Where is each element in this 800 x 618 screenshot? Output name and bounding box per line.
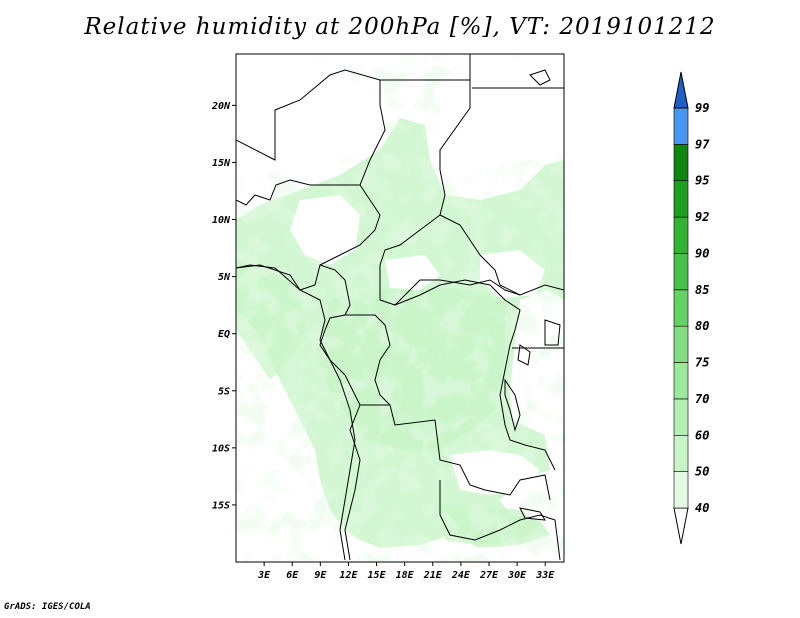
colorbar-segment (673, 216, 689, 254)
lat-label: EQ (218, 329, 230, 340)
lat-label: 10N (212, 215, 231, 226)
colorbar-label: 92 (695, 210, 709, 224)
colorbar-label: 70 (695, 392, 709, 406)
colorbar-segment (673, 144, 689, 182)
colorbar-label: 85 (695, 283, 709, 297)
colorbar-segment (673, 325, 689, 363)
dry-area-central (385, 255, 440, 290)
lon-label: 9E (314, 570, 327, 581)
lat-label: 5N (218, 272, 231, 283)
colorbar-segment (673, 362, 689, 400)
lat-label: 5S (218, 386, 230, 397)
humidity-shading (236, 54, 564, 562)
border-line (394, 279, 556, 471)
map-frame (235, 53, 565, 563)
lon-label: 3E (257, 570, 271, 581)
dry-area-north (290, 195, 360, 265)
colorbar-label: 75 (695, 356, 709, 370)
lake-shore (517, 344, 531, 366)
lat-label: 15N (212, 158, 231, 169)
colorbar-arrow-high (673, 71, 689, 109)
colorbar-segment (673, 434, 689, 472)
colorbar-segment (673, 471, 689, 509)
lat-label: 10S (212, 443, 230, 454)
colorbar-label: 95 (695, 174, 709, 188)
colorbar-label: 50 (695, 465, 709, 479)
longitude-axis: 3E 6E 9E 12E 15E 18E 21E 24E 27E 30E 33E (257, 562, 555, 581)
colorbar-label: 90 (695, 246, 709, 260)
colorbar-segment (673, 398, 689, 436)
colorbar-arrow-low (673, 507, 689, 545)
chart-title: Relative humidity at 200hPa [%], VT: 201… (84, 14, 716, 40)
lon-label: 33E (535, 570, 555, 581)
lon-label: 15E (368, 570, 387, 581)
border-line (439, 214, 564, 296)
border-line (344, 404, 361, 561)
dry-area-northeast (440, 60, 564, 170)
lat-label: 20N (211, 101, 231, 112)
lake-shore (504, 378, 521, 432)
border-line (236, 69, 386, 206)
lake-shore (519, 507, 546, 521)
country-borders (236, 54, 564, 561)
lat-label: 15S (212, 500, 230, 511)
colorbar: 40 50 60 70 75 80 85 90 92 95 97 99 (673, 71, 710, 545)
coastline (236, 264, 356, 561)
border-line (236, 184, 381, 291)
lon-label: 21E (423, 570, 443, 581)
colorbar-segment (673, 180, 689, 218)
lon-label: 27E (479, 570, 499, 581)
dry-area-east (480, 250, 545, 298)
colorbar-segment (673, 107, 689, 145)
border-line (379, 79, 521, 306)
lon-label: 6E (286, 570, 299, 581)
colorbar-label: 60 (695, 428, 709, 442)
colorbar-label: 40 (695, 501, 709, 515)
colorbar-label: 97 (695, 137, 710, 151)
colorbar-segment (673, 289, 689, 327)
colorbar-label: 80 (695, 319, 709, 333)
border-line (439, 480, 561, 561)
lon-label: 24E (451, 570, 471, 581)
colorbar-label: 99 (695, 101, 709, 115)
lon-label: 30E (507, 570, 527, 581)
border-line (345, 314, 391, 406)
grads-credit: GrADS: IGES/COLA (4, 602, 91, 612)
coastline (529, 69, 551, 86)
lon-label: 12E (339, 570, 358, 581)
latitude-axis: 20N 15N 10N 5N EQ 5S 10S 15S (211, 101, 236, 511)
lake-shore (544, 319, 561, 346)
colorbar-segment (673, 253, 689, 291)
lon-label: 18E (396, 570, 415, 581)
